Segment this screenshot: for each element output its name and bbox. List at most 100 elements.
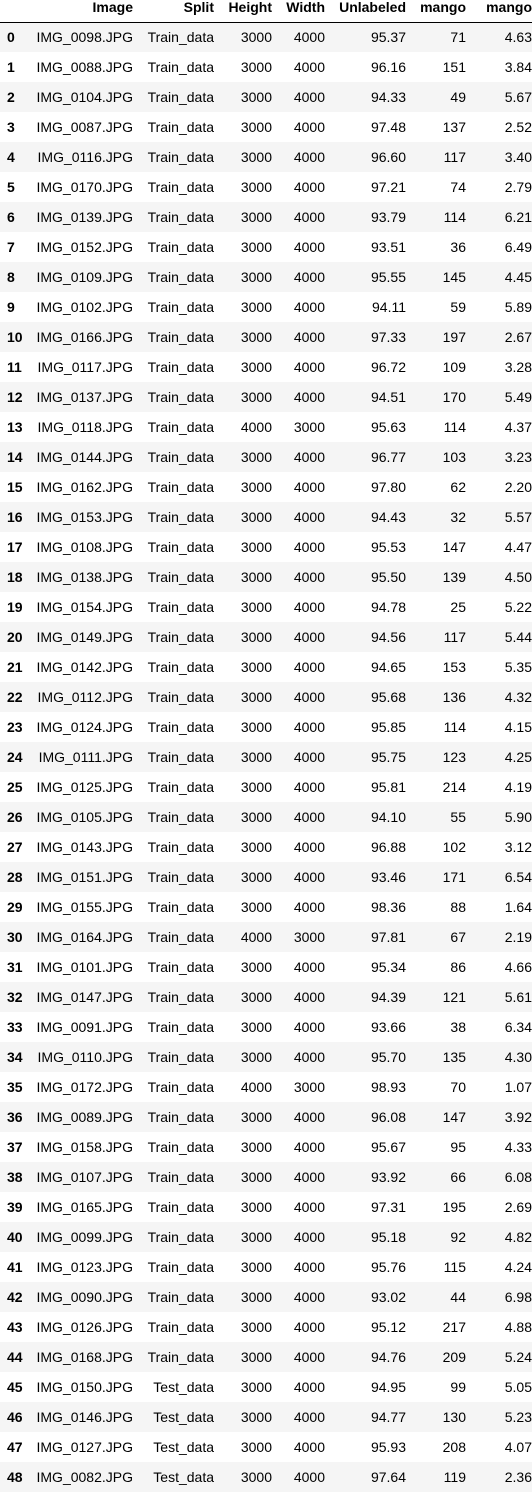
mango-count-cell: 135 (442, 1049, 466, 1065)
mango-count-cell: 44 (450, 1289, 466, 1305)
mango-count-cell: 62 (450, 479, 466, 495)
table-row: 20 IMG_0149.JPG Train_data 3000 4000 94.56 117… (0, 622, 532, 652)
mango-count-cell: 36 (450, 239, 466, 255)
mango-count-cell: 151 (442, 59, 466, 75)
mango-percent-cell: 4.24 (504, 1259, 532, 1275)
mango-percent-cell: 6.34 (504, 1019, 532, 1035)
split-cell: Train_data (147, 479, 214, 495)
split-cell: Train_data (147, 989, 214, 1005)
width-cell: 4000 (293, 809, 325, 825)
table-row: 17 IMG_0108.JPG Train_data 3000 4000 95.53 147… (0, 532, 532, 562)
unlabeled-cell: 93.46 (370, 869, 406, 885)
split-cell: Train_data (147, 359, 214, 375)
width-cell: 4000 (293, 659, 325, 675)
table-row: 47 IMG_0127.JPG Test_data 3000 4000 95.93 208 4… (0, 1432, 532, 1462)
split-cell: Train_data (147, 59, 214, 75)
image-cell: IMG_0089.JPG (36, 1109, 134, 1125)
image-cell: IMG_0116.JPG (37, 149, 133, 165)
row-index: 18 (7, 569, 23, 585)
width-cell: 4000 (293, 359, 325, 375)
table-row: 6 IMG_0139.JPG Train_data 3000 4000 93.79 114 6… (0, 202, 532, 232)
split-cell: Train_data (147, 749, 214, 765)
header-index (0, 0, 26, 23)
mango-count-cell: 114 (443, 719, 466, 735)
split-cell: Train_data (147, 629, 214, 645)
split-cell: Train_data (147, 1259, 214, 1275)
unlabeled-cell: 98.36 (370, 899, 406, 915)
split-cell: Train_data (147, 1079, 214, 1095)
width-cell: 4000 (293, 1169, 325, 1185)
width-cell: 4000 (293, 719, 325, 735)
width-cell: 3000 (293, 929, 325, 945)
image-cell: IMG_0152.JPG (36, 239, 134, 255)
width-cell: 4000 (293, 1199, 325, 1215)
width-cell: 4000 (293, 269, 325, 285)
row-index: 26 (7, 809, 23, 825)
mango-count-cell: 102 (442, 839, 466, 855)
height-cell: 3000 (240, 1019, 272, 1035)
width-cell: 4000 (293, 689, 325, 705)
image-cell: IMG_0149.JPG (36, 629, 134, 645)
split-cell: Train_data (147, 149, 214, 165)
image-cell: IMG_0127.JPG (36, 1439, 134, 1455)
height-cell: 3000 (240, 359, 272, 375)
unlabeled-cell: 94.43 (370, 509, 406, 525)
mango-percent-cell: 6.08 (504, 1169, 532, 1185)
row-index: 23 (7, 719, 23, 735)
mango-count-cell: 55 (450, 809, 466, 825)
table-row: 35 IMG_0172.JPG Train_data 4000 3000 98.93 70 1… (0, 1072, 532, 1102)
table-row: 19 IMG_0154.JPG Train_data 3000 4000 94.78 25 5… (0, 592, 532, 622)
image-cell: IMG_0098.JPG (36, 29, 134, 46)
mango-percent-cell: 2.69 (504, 1199, 532, 1215)
unlabeled-cell: 95.85 (370, 719, 406, 735)
height-cell: 3000 (240, 1319, 272, 1335)
width-cell: 4000 (293, 239, 325, 255)
image-cell: IMG_0147.JPG (36, 989, 134, 1005)
height-cell: 3000 (240, 1139, 272, 1155)
mango-count-cell: 103 (442, 449, 466, 465)
row-index: 45 (7, 1379, 23, 1395)
row-index: 41 (7, 1259, 23, 1275)
split-cell: Train_data (147, 1349, 214, 1365)
table-row: 18 IMG_0138.JPG Train_data 3000 4000 95.50 139… (0, 562, 532, 592)
mango-percent-cell: 3.40 (504, 149, 532, 165)
table-row: 36 IMG_0089.JPG Train_data 3000 4000 96.08 147… (0, 1102, 532, 1132)
width-cell: 4000 (293, 959, 325, 975)
height-cell: 3000 (240, 1049, 272, 1065)
width-cell: 4000 (293, 989, 325, 1005)
split-cell: Train_data (147, 689, 214, 705)
mango-count-cell: 38 (450, 1019, 466, 1035)
table-row: 11 IMG_0117.JPG Train_data 3000 4000 96.72 109… (0, 352, 532, 382)
row-index: 2 (7, 89, 15, 105)
image-cell: IMG_0088.JPG (36, 59, 134, 75)
height-cell: 3000 (240, 779, 272, 795)
row-index: 10 (7, 329, 23, 345)
mango-percent-cell: 4.25 (504, 749, 532, 765)
table-row: 37 IMG_0158.JPG Train_data 3000 4000 95.67 95 4… (0, 1132, 532, 1162)
height-cell: 3000 (240, 749, 272, 765)
unlabeled-cell: 94.11 (372, 299, 406, 315)
height-cell: 3000 (240, 1409, 272, 1425)
header-mango-percent: mango (466, 0, 532, 23)
split-cell: Train_data (147, 839, 214, 855)
mango-count-cell: 25 (450, 599, 466, 615)
height-cell: 4000 (240, 929, 272, 945)
table-row: 12 IMG_0137.JPG Train_data 3000 4000 94.51 170… (0, 382, 532, 412)
image-cell: IMG_0170.JPG (36, 179, 134, 195)
mango-count-cell: 147 (442, 539, 466, 555)
width-cell: 4000 (293, 569, 325, 585)
split-cell: Train_data (147, 569, 214, 585)
row-index: 11 (7, 359, 22, 375)
image-cell: IMG_0118.JPG (37, 419, 133, 435)
height-cell: 3000 (240, 1109, 272, 1125)
mango-count-cell: 114 (443, 419, 466, 435)
mango-percent-cell: 4.66 (504, 959, 532, 975)
mango-percent-cell: 5.35 (504, 659, 532, 675)
unlabeled-cell: 95.70 (370, 1049, 406, 1065)
mango-count-cell: 117 (443, 629, 466, 645)
unlabeled-cell: 96.77 (370, 449, 406, 465)
split-cell: Train_data (147, 269, 214, 285)
mango-count-cell: 136 (442, 689, 466, 705)
table-row: 1 IMG_0088.JPG Train_data 3000 4000 96.16 151 3… (0, 52, 532, 82)
unlabeled-cell: 94.56 (370, 629, 406, 645)
